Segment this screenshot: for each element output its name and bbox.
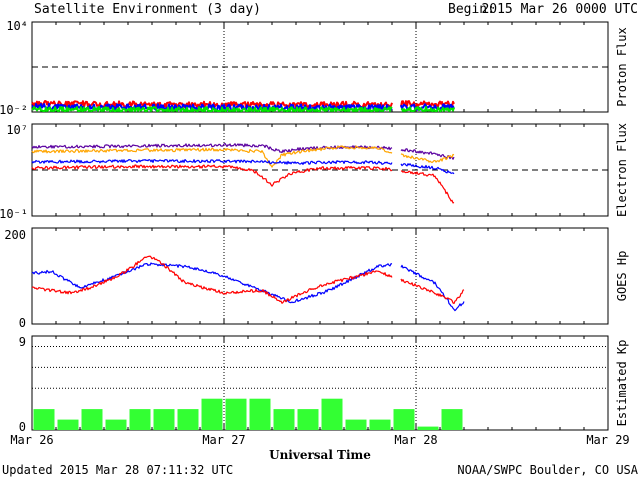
proton-ytick-top: 10⁴ <box>6 19 28 33</box>
data-layer <box>31 100 465 430</box>
begin-value: 2015 Mar 26 0000 UTC <box>481 2 638 17</box>
updated-timestamp: Updated 2015 Mar 28 07:11:32 UTC <box>2 463 233 477</box>
hp-ytick-top: 200 <box>4 228 26 242</box>
proton-flux-series-green <box>31 105 455 112</box>
electron-ytick-bottom: 10⁻¹ <box>0 207 28 221</box>
kp-panel-frame <box>31 335 609 431</box>
proton-panel-frame <box>31 21 609 113</box>
kp-bar <box>249 398 271 430</box>
x-axis-title: Universal Time <box>269 448 371 462</box>
kp-bar <box>81 409 103 430</box>
xtick-mar-29: Mar 29 <box>586 433 629 447</box>
proton-ylabel: Proton Flux <box>615 27 629 106</box>
hp-ylabel: GOES Hp <box>615 251 629 302</box>
kp-bar <box>417 426 439 430</box>
kp-bar <box>297 409 319 430</box>
kp-bar <box>129 409 151 430</box>
kp-ytick-bottom: 0 <box>19 420 26 434</box>
figure-title: Satellite Environment (3 day) <box>34 2 261 17</box>
kp-bar <box>273 409 295 430</box>
electron-ylabel: Electron Flux <box>615 123 629 217</box>
xtick-mar-26: Mar 26 <box>10 433 53 447</box>
electron-panel-frame <box>31 123 609 217</box>
kp-bar <box>345 419 367 430</box>
xtick-mar-28: Mar 28 <box>394 433 437 447</box>
hp-ytick-bottom: 0 <box>19 316 26 330</box>
kp-bar <box>441 409 463 430</box>
kp-bar <box>393 409 415 430</box>
kp-ylabel: Estimated Kp <box>615 340 629 427</box>
electron-flux-series-blue <box>31 159 455 175</box>
electron-ytick-top: 10⁷ <box>6 123 28 137</box>
kp-bar <box>225 398 247 430</box>
kp-bar <box>153 409 175 430</box>
electron-flux-series-red <box>31 164 455 204</box>
kp-bar <box>177 409 199 430</box>
xtick-mar-27: Mar 27 <box>202 433 245 447</box>
kp-bar <box>321 398 343 430</box>
grid-layer <box>31 22 609 430</box>
credit-line: NOAA/SWPC Boulder, CO USA <box>457 463 638 477</box>
kp-bar <box>33 409 55 430</box>
kp-bar <box>369 419 391 430</box>
electron-flux-series-orange <box>31 145 455 168</box>
kp-bar <box>201 398 223 430</box>
goes-hp-series-blue <box>31 262 465 312</box>
goes-hp-series-red <box>31 255 465 305</box>
proton-ytick-bottom: 10⁻² <box>0 103 28 117</box>
kp-ytick-top: 9 <box>19 335 26 349</box>
begin-label: Begin: <box>448 2 495 17</box>
kp-bar <box>57 419 79 430</box>
kp-bar <box>105 419 127 430</box>
